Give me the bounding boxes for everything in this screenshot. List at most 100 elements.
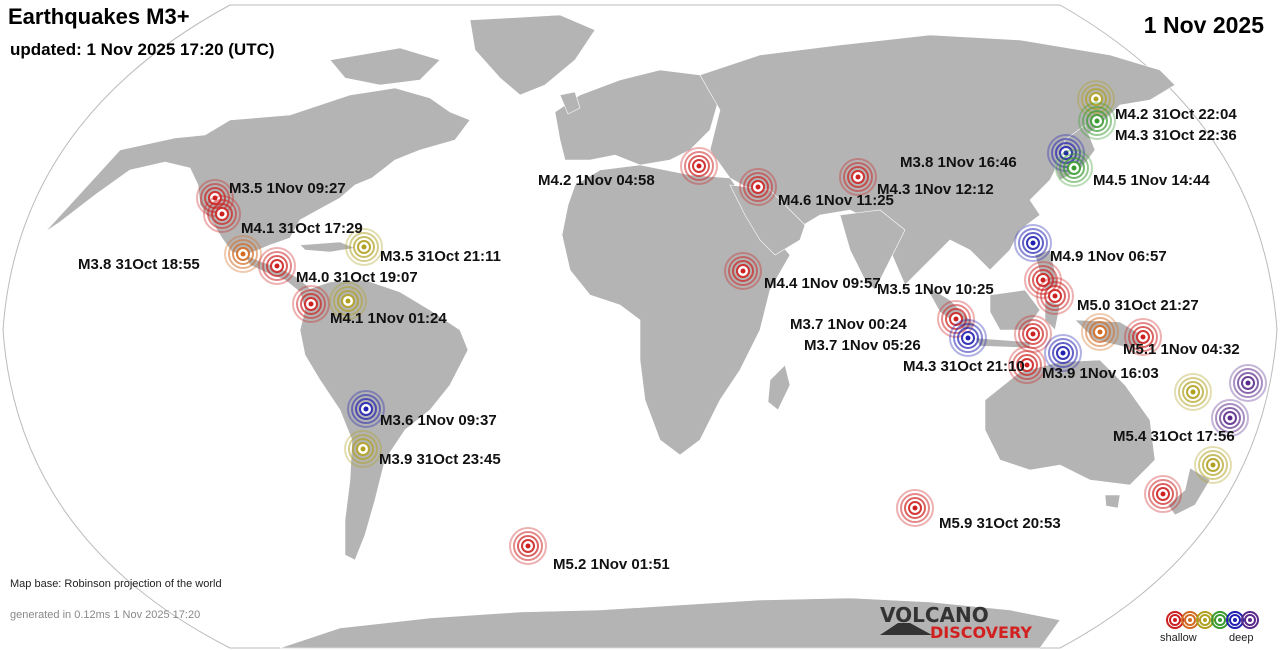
quake-ring: [1219, 407, 1241, 429]
quake-ring: [509, 527, 547, 565]
borneo: [989, 289, 1041, 331]
quake-ring: [1082, 106, 1112, 136]
eq-label[interactable]: M4.6 1Nov 11:25: [778, 192, 894, 209]
quake-ring: [1055, 149, 1093, 187]
quake-marker[interactable]: [1160, 491, 1166, 497]
eq-label[interactable]: M3.9 1Nov 16:03: [1042, 365, 1159, 382]
quake-ring: [349, 232, 379, 262]
quake-ring: [292, 285, 330, 323]
quake-ring: [1237, 372, 1259, 394]
quake-ring: [1174, 373, 1212, 411]
quake-marker[interactable]: [360, 446, 366, 452]
quake-marker[interactable]: [1030, 240, 1036, 246]
quake-marker[interactable]: [1227, 415, 1233, 421]
quake-ring: [1014, 224, 1052, 262]
quake-ring: [1016, 354, 1038, 376]
eq-label[interactable]: M5.0 31Oct 21:27: [1077, 297, 1199, 314]
quake-ring: [900, 493, 930, 523]
quake-marker[interactable]: [1071, 165, 1077, 171]
eq-label[interactable]: M4.5 1Nov 14:44: [1093, 172, 1210, 189]
africa: [561, 164, 791, 456]
quake-ring: [296, 289, 326, 319]
india: [839, 209, 906, 291]
quake-marker[interactable]: [696, 163, 702, 169]
quake-ring: [228, 239, 258, 269]
volcano-discovery-logo[interactable]: VOLCANO DISCOVERY: [880, 603, 1032, 642]
quake-marker[interactable]: [1190, 389, 1196, 395]
greenland: [469, 14, 596, 96]
eq-label[interactable]: M4.3 31Oct 21:10: [903, 358, 1025, 375]
eq-label[interactable]: M4.3 1Nov 12:12: [877, 181, 994, 198]
quake-ring: [957, 327, 979, 349]
eq-label[interactable]: M3.5 1Nov 09:27: [229, 180, 346, 197]
quake-marker[interactable]: [308, 301, 314, 307]
quake-marker[interactable]: [912, 505, 918, 511]
quake-marker[interactable]: [240, 251, 246, 257]
quake-marker[interactable]: [525, 543, 531, 549]
quake-marker[interactable]: [1040, 277, 1046, 283]
quake-marker[interactable]: [219, 211, 225, 217]
map-date: 1 Nov 2025: [1143, 12, 1264, 38]
eq-label[interactable]: M5.4 31Oct 17:56: [1113, 428, 1235, 445]
quake-marker[interactable]: [1245, 380, 1251, 386]
quake-marker[interactable]: [965, 335, 971, 341]
eq-label[interactable]: M4.0 31Oct 19:07: [296, 269, 418, 286]
legend-deep-label: deep: [1229, 632, 1254, 644]
quake-ring: [1144, 475, 1182, 513]
eq-label[interactable]: M4.1 1Nov 01:24: [330, 310, 447, 327]
eq-label[interactable]: M3.7 1Nov 00:24: [790, 316, 907, 333]
quake-marker[interactable]: [953, 316, 959, 322]
quake-marker[interactable]: [274, 263, 280, 269]
quake-marker[interactable]: [1094, 118, 1100, 124]
quake-marker[interactable]: [1030, 331, 1036, 337]
quake-marker[interactable]: [363, 406, 369, 412]
quake-marker[interactable]: [1210, 462, 1216, 468]
quake-ring: [355, 398, 377, 420]
quake-ring: [743, 172, 773, 202]
quake-ring: [344, 430, 382, 468]
quake-marker[interactable]: [1093, 96, 1099, 102]
eq-label[interactable]: M3.9 31Oct 23:45: [379, 451, 501, 468]
quake-ring: [232, 243, 254, 265]
eq-label[interactable]: M3.6 1Nov 09:37: [380, 412, 497, 429]
quake-marker[interactable]: [361, 244, 367, 250]
quake-ring: [941, 304, 971, 334]
eq-label[interactable]: M3.8 1Nov 16:46: [900, 154, 1017, 171]
eq-label[interactable]: M5.2 1Nov 01:51: [553, 556, 670, 573]
eq-label[interactable]: M5.9 31Oct 20:53: [939, 515, 1061, 532]
quake-ring: [1086, 110, 1108, 132]
quake-marker[interactable]: [1097, 329, 1103, 335]
eq-label[interactable]: M4.9 1Nov 06:57: [1050, 248, 1167, 265]
quake-ring: [937, 300, 975, 338]
eq-label[interactable]: M3.7 1Nov 05:26: [804, 337, 921, 354]
british-isles: [559, 91, 581, 115]
eq-label[interactable]: M4.4 1Nov 09:57: [764, 275, 881, 292]
eq-label[interactable]: M3.8 31Oct 18:55: [78, 256, 200, 273]
quake-marker[interactable]: [740, 268, 746, 274]
eq-label[interactable]: M3.5 31Oct 21:11: [380, 248, 501, 265]
eq-label[interactable]: M3.5 1Nov 10:25: [877, 281, 994, 298]
quake-marker[interactable]: [1024, 362, 1030, 368]
quake-marker[interactable]: [855, 174, 861, 180]
quake-marker[interactable]: [1063, 150, 1069, 156]
quake-ring: [1081, 84, 1111, 114]
quake-marker[interactable]: [212, 195, 218, 201]
quake-ring: [904, 497, 926, 519]
legend-depth-dot: [1173, 618, 1177, 622]
eq-label[interactable]: M4.2 31Oct 22:04: [1115, 106, 1237, 123]
eq-label[interactable]: M4.2 1Nov 04:58: [538, 172, 655, 189]
quake-ring: [1182, 381, 1204, 403]
eq-label[interactable]: M5.1 1Nov 04:32: [1123, 341, 1240, 358]
eq-label[interactable]: M4.3 31Oct 22:36: [1115, 127, 1237, 144]
quake-marker[interactable]: [1052, 293, 1058, 299]
quake-marker[interactable]: [755, 184, 761, 190]
quake-ring: [843, 162, 873, 192]
quake-ring: [347, 390, 385, 428]
quake-ring: [949, 319, 987, 357]
quake-marker[interactable]: [1140, 334, 1146, 340]
quake-marker[interactable]: [345, 298, 351, 304]
quake-marker[interactable]: [1060, 350, 1066, 356]
eq-label[interactable]: M4.1 31Oct 17:29: [241, 220, 363, 237]
quake-ring: [1059, 153, 1089, 183]
